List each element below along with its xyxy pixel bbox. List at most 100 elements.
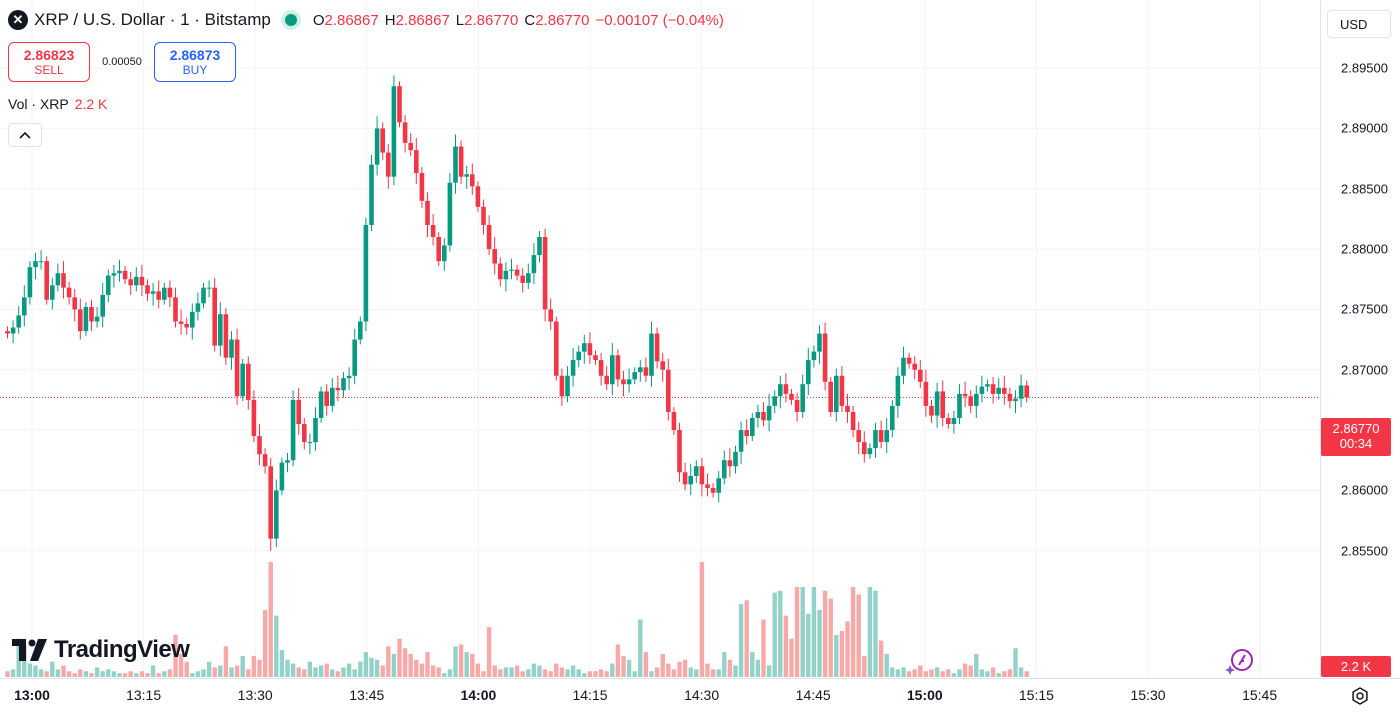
candle-body	[195, 303, 201, 312]
last-price-value: 2.86770	[1332, 421, 1380, 436]
volume-bar	[419, 663, 425, 677]
candle-body	[559, 375, 565, 397]
candle-body	[610, 355, 615, 385]
candle-body	[363, 224, 369, 322]
candle-body	[330, 387, 335, 406]
volume-bar	[453, 646, 458, 677]
candle-body	[537, 237, 542, 256]
volume-bar	[391, 654, 397, 677]
candle-body	[531, 255, 537, 274]
candle-body	[184, 323, 189, 328]
candle-body	[946, 417, 951, 425]
volume-bar	[458, 644, 464, 677]
candle-body	[212, 287, 217, 346]
volume-bar	[923, 671, 929, 677]
volume-bar	[402, 648, 408, 677]
volume-bar	[1024, 671, 1029, 677]
candle-body	[167, 287, 173, 298]
high-value: 2.86867	[395, 11, 450, 29]
volume-bar	[906, 671, 912, 677]
price-axis[interactable]: 2.89500 2.89000 2.88500 2.88000 2.87500 2.870…	[1320, 0, 1400, 678]
candle-body	[10, 327, 16, 334]
volume-bar	[582, 673, 587, 677]
volume-bar	[89, 673, 94, 677]
candle-body	[66, 287, 72, 298]
volume-bar	[733, 665, 738, 677]
volume-bar	[145, 673, 150, 677]
candle-body	[274, 490, 279, 539]
tradingview-logo-icon	[12, 639, 47, 661]
open-label: O	[312, 11, 325, 29]
time-axis[interactable]: 13:00 13:15 13:30 13:45 14:00 14:15 14:30 14:45…	[0, 678, 1400, 717]
candle-body	[206, 287, 212, 289]
volume-bar	[755, 659, 761, 677]
candle-body	[621, 379, 626, 385]
market-status-icon[interactable]	[284, 14, 297, 26]
volume-bar	[682, 659, 688, 677]
volume-bar	[548, 671, 553, 677]
volume-bar	[638, 619, 643, 677]
candle-body	[27, 267, 33, 298]
volume-legend-value: 2.2 K	[74, 96, 108, 112]
candle-body	[234, 339, 240, 397]
volume-bar	[593, 671, 598, 677]
volume-bar	[470, 654, 475, 677]
candle-body	[520, 275, 525, 283]
candle-body	[492, 249, 497, 264]
volume-bar	[699, 562, 705, 677]
volume-bar	[766, 665, 772, 677]
volume-bar	[218, 665, 223, 677]
candle-body	[139, 276, 145, 286]
candle-body	[744, 430, 749, 437]
candle-body	[576, 351, 581, 361]
volume-bar	[290, 663, 296, 677]
candle-body	[985, 384, 990, 387]
sell-label: SELL	[34, 63, 64, 77]
tradingview-logo[interactable]: TradingView	[12, 636, 190, 664]
candle-body	[425, 200, 430, 225]
symbol-title[interactable]: XRP / U.S. Dollar · 1 · Bitstamp	[34, 10, 271, 29]
candle-body	[89, 306, 94, 322]
candle-body	[94, 316, 100, 322]
price-tick-label: 2.87000	[1341, 362, 1388, 378]
volume-bar	[968, 665, 973, 677]
volume-bar	[778, 590, 783, 677]
volume-bar	[162, 671, 167, 677]
candle-body	[940, 391, 945, 418]
volume-bar	[464, 652, 469, 677]
chart-plot-area[interactable]	[0, 0, 1320, 678]
candle-body	[246, 363, 251, 400]
volume-bar	[565, 669, 570, 677]
last-volume-label: 2.2 K	[1321, 656, 1391, 677]
candle-body	[475, 186, 481, 207]
volume-bar	[789, 638, 794, 677]
volume-legend[interactable]: Vol · XRP 2.2 K	[8, 96, 107, 112]
buy-button[interactable]: 2.86873 BUY	[154, 42, 236, 82]
collapse-legend-button[interactable]	[8, 123, 42, 147]
sell-button[interactable]: 2.86823 SELL	[8, 42, 90, 82]
candle-body	[22, 297, 27, 316]
sparkle-assistant-icon[interactable]	[1225, 647, 1255, 677]
price-tick-label: 2.88000	[1341, 241, 1388, 257]
candle-body	[800, 384, 805, 412]
candle-body	[218, 314, 223, 346]
candle-body	[817, 333, 822, 352]
time-tick-label: 15:15	[1018, 687, 1054, 703]
candle-body	[369, 164, 374, 225]
currency-selector[interactable]: USD	[1327, 10, 1391, 38]
candle-body	[974, 393, 979, 406]
candle-body	[162, 287, 167, 300]
volume-bar	[962, 663, 968, 677]
candle-body	[470, 174, 475, 187]
candle-body	[447, 182, 453, 246]
volume-bar	[122, 673, 128, 677]
volume-bar	[806, 613, 811, 677]
candlestick-chart[interactable]	[0, 0, 1320, 678]
volume-bar	[957, 669, 962, 677]
candle-body	[397, 86, 402, 123]
candle-body	[878, 430, 884, 443]
candle-body	[710, 487, 716, 493]
volume-bar	[890, 667, 895, 677]
volume-bar	[380, 665, 385, 677]
chart-settings-icon[interactable]	[1350, 686, 1370, 706]
